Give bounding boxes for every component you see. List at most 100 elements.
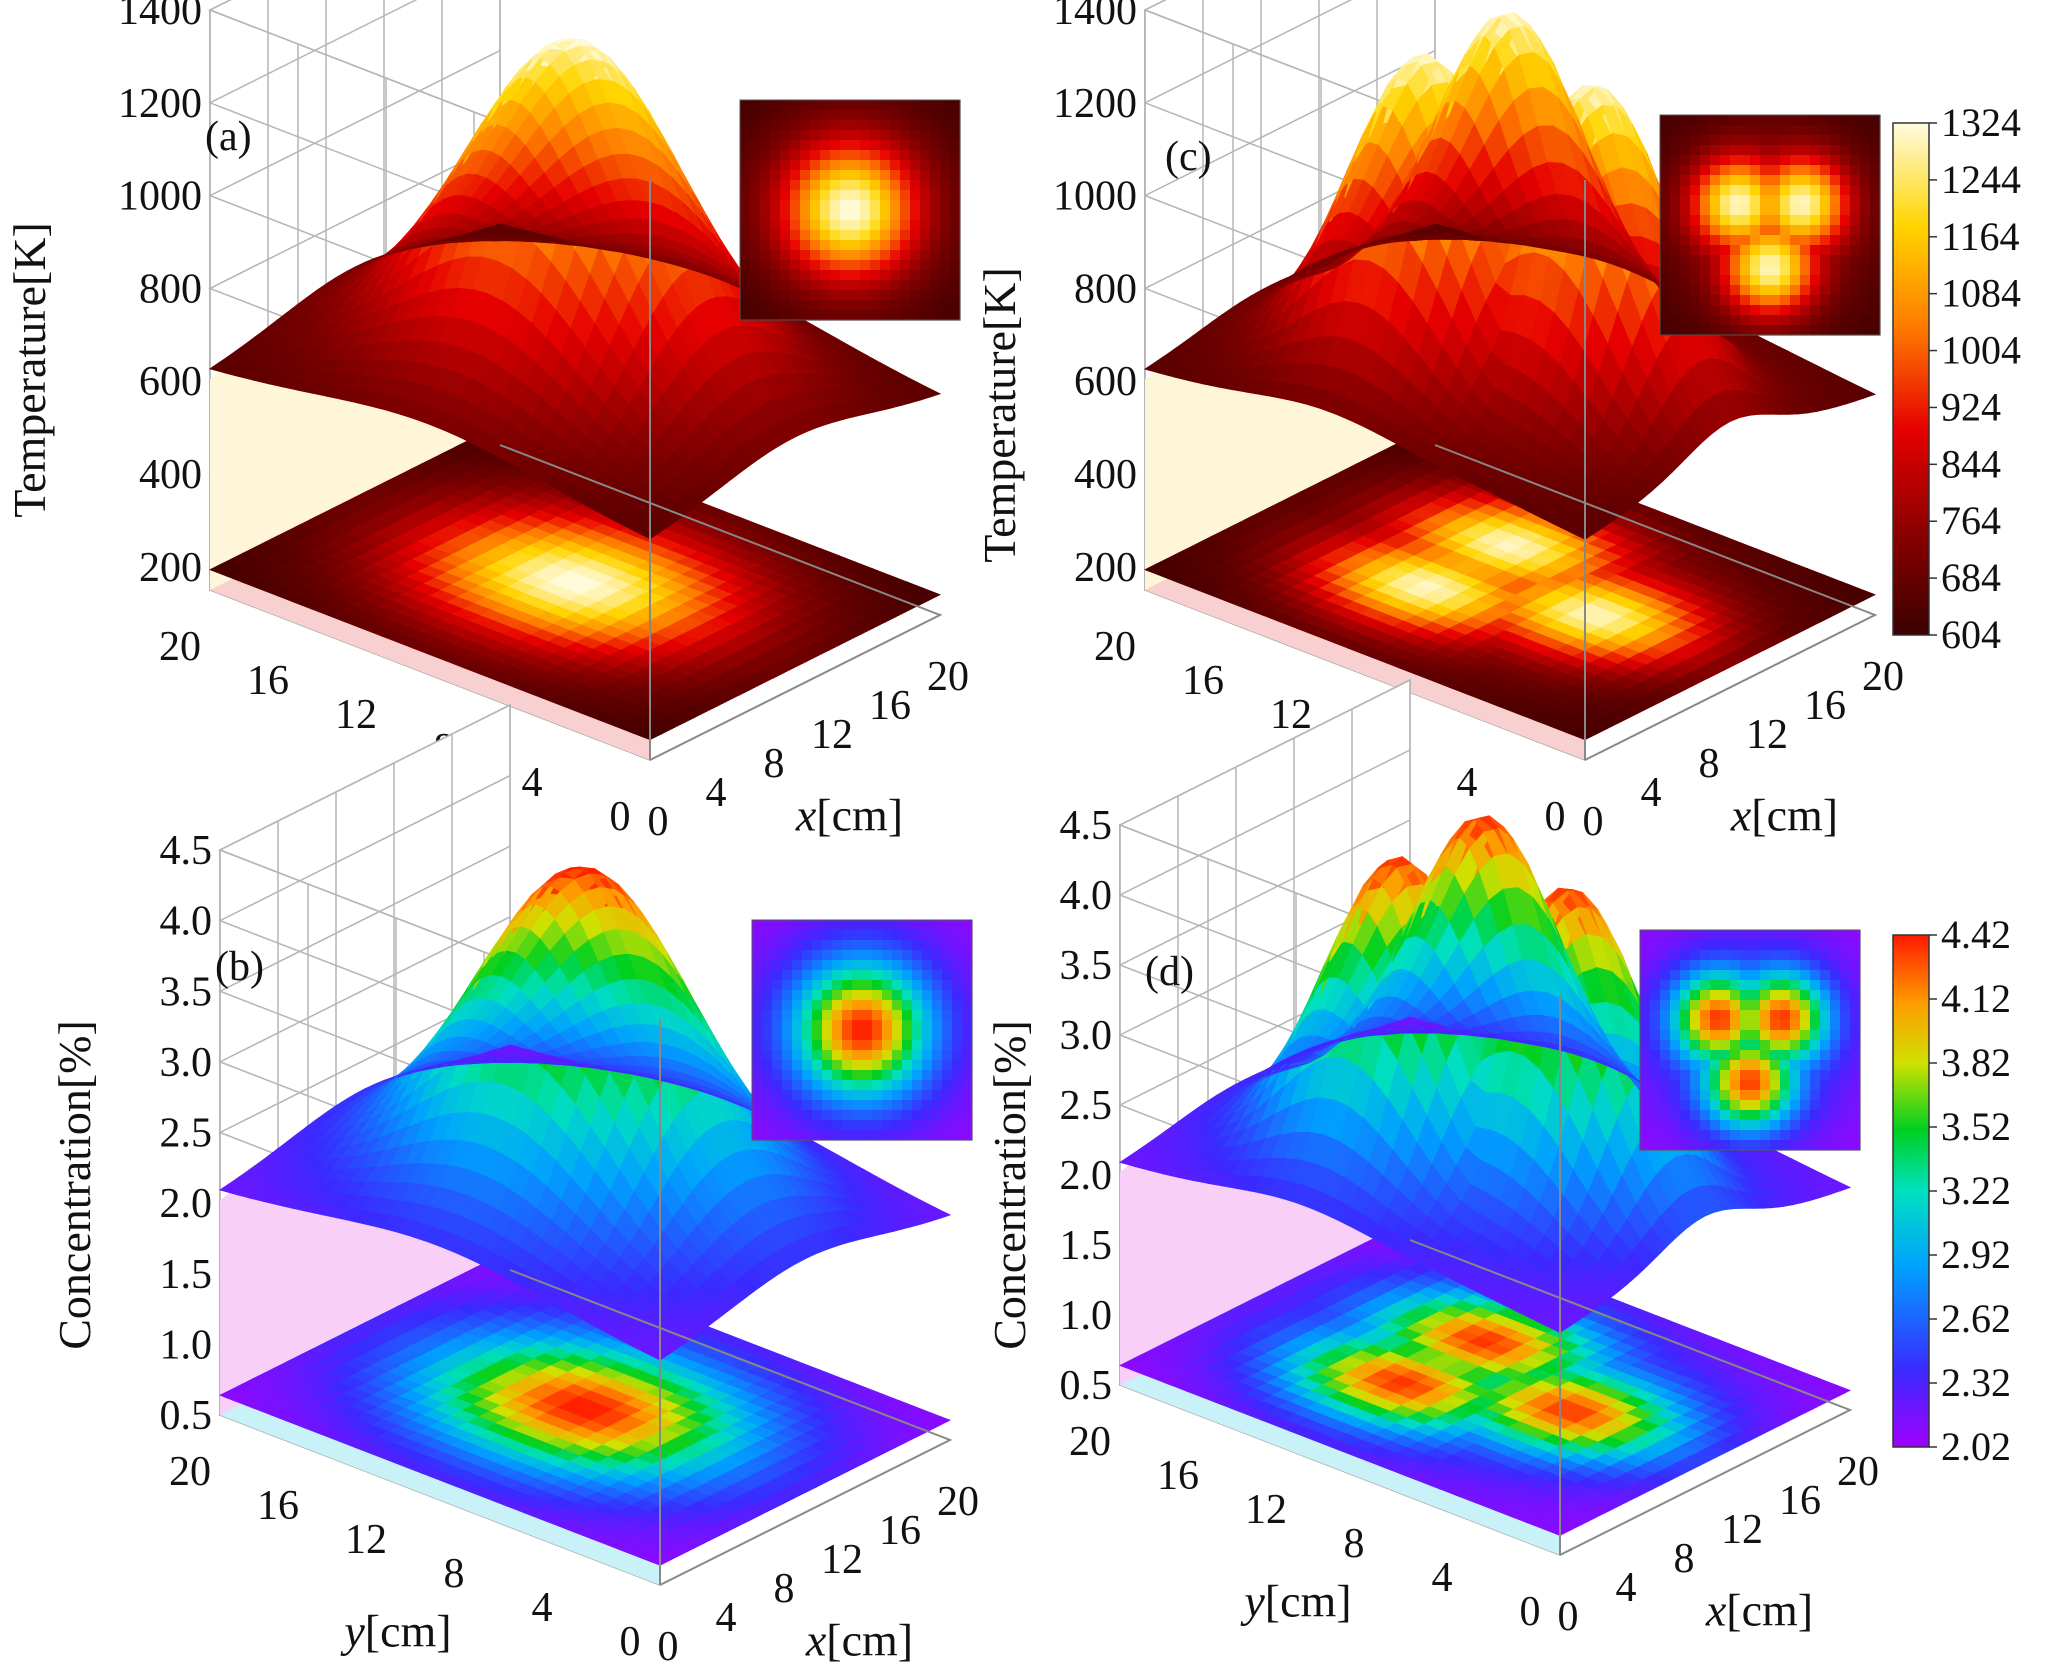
inset-cell xyxy=(810,160,821,171)
inset-cell xyxy=(912,1010,923,1021)
inset-cell xyxy=(940,260,951,271)
inset-cell xyxy=(812,960,823,971)
inset-cell xyxy=(770,310,781,321)
inset-cell xyxy=(810,150,821,161)
inset-cell xyxy=(930,290,941,301)
inset-cell xyxy=(852,950,863,961)
inset-cell xyxy=(782,1090,793,1101)
inset-cell xyxy=(920,250,931,261)
inset-cell xyxy=(770,240,781,251)
inset-cell xyxy=(922,930,933,941)
inset-cell xyxy=(792,930,803,941)
inset-cell xyxy=(890,200,901,211)
inset-cell xyxy=(882,1110,893,1121)
inset-cell xyxy=(822,1010,833,1021)
inset-cell xyxy=(922,1060,933,1071)
x-tick-label: 20 xyxy=(927,654,969,700)
inset-cell xyxy=(822,1110,833,1121)
inset-cell xyxy=(940,290,951,301)
inset-cell xyxy=(820,110,831,121)
inset-cell xyxy=(772,1070,783,1081)
inset-cell xyxy=(932,970,943,981)
inset-cell xyxy=(800,200,811,211)
inset-cell xyxy=(820,270,831,281)
inset-cell xyxy=(792,1110,803,1121)
inset-cell xyxy=(902,1120,913,1131)
inset-cell xyxy=(902,1130,913,1141)
inset-cell xyxy=(872,980,883,991)
inset-cell xyxy=(760,130,771,141)
inset-cell xyxy=(922,1020,933,1031)
inset-cell xyxy=(760,110,771,121)
inset-cell xyxy=(900,110,911,121)
inset-cell xyxy=(800,310,811,321)
inset-cell xyxy=(782,990,793,1001)
inset-cell xyxy=(872,1100,883,1111)
inset-cell xyxy=(910,110,921,121)
inset-cell xyxy=(790,130,801,141)
inset-cell xyxy=(920,120,931,131)
inset-cell xyxy=(840,190,851,201)
inset-cell xyxy=(882,990,893,1001)
inset-cell xyxy=(862,960,873,971)
inset-cell xyxy=(900,220,911,231)
inset-cell xyxy=(772,960,783,971)
inset-cell xyxy=(940,150,951,161)
floor-map xyxy=(209,424,941,741)
inset-cell xyxy=(750,190,761,201)
inset-cell xyxy=(910,150,921,161)
inset-cell xyxy=(962,1030,973,1041)
inset-cell xyxy=(902,970,913,981)
inset-cell xyxy=(760,300,771,311)
inset-cell xyxy=(762,990,773,1001)
inset-cell xyxy=(830,150,841,161)
inset-cell xyxy=(900,180,911,191)
inset-cell xyxy=(932,1080,943,1091)
inset-cell xyxy=(952,1000,963,1011)
inset-cell xyxy=(782,960,793,971)
inset-cell xyxy=(962,1020,973,1031)
inset-cell xyxy=(830,210,841,221)
inset-cell xyxy=(782,1020,793,1031)
inset-cell xyxy=(740,230,751,241)
inset-cell xyxy=(850,120,861,131)
inset-cell xyxy=(822,1060,833,1071)
inset-cell xyxy=(822,970,833,981)
inset-cell xyxy=(832,990,843,1001)
inset-cell xyxy=(860,110,871,121)
inset-cell xyxy=(810,280,821,291)
y-tick-label: 4 xyxy=(522,760,543,806)
inset-cell xyxy=(750,200,761,211)
inset-cell xyxy=(780,200,791,211)
inset-cell xyxy=(782,1080,793,1091)
inset-cell xyxy=(940,110,951,121)
inset-cell xyxy=(842,1130,853,1141)
inset-cell xyxy=(860,160,871,171)
inset-cell xyxy=(942,980,953,991)
y-tick-label: 4 xyxy=(532,1585,553,1631)
inset-cell xyxy=(780,310,791,321)
inset-cell xyxy=(770,300,781,311)
inset-cell xyxy=(740,260,751,271)
inset-cell xyxy=(922,1070,933,1081)
inset-cell xyxy=(890,290,901,301)
inset-cell xyxy=(762,1090,773,1101)
inset-cell xyxy=(830,190,841,201)
inset-cell xyxy=(822,950,833,961)
inset-cell xyxy=(930,180,941,191)
inset-cell xyxy=(860,310,871,321)
x-tick-label: 4 xyxy=(706,770,727,816)
inset-cell xyxy=(892,1070,903,1081)
inset-cell xyxy=(912,1030,923,1041)
inset-cell xyxy=(750,240,761,251)
inset-cell xyxy=(910,180,921,191)
inset-cell xyxy=(932,1090,943,1101)
z-tick-label: 1000 xyxy=(118,174,202,220)
inset-cell xyxy=(920,240,931,251)
inset-cell xyxy=(750,220,761,231)
inset-cell xyxy=(882,1070,893,1081)
inset-cell xyxy=(790,270,801,281)
inset-cell xyxy=(940,210,951,221)
inset-cell xyxy=(950,240,961,251)
inset-cell xyxy=(752,1000,763,1011)
